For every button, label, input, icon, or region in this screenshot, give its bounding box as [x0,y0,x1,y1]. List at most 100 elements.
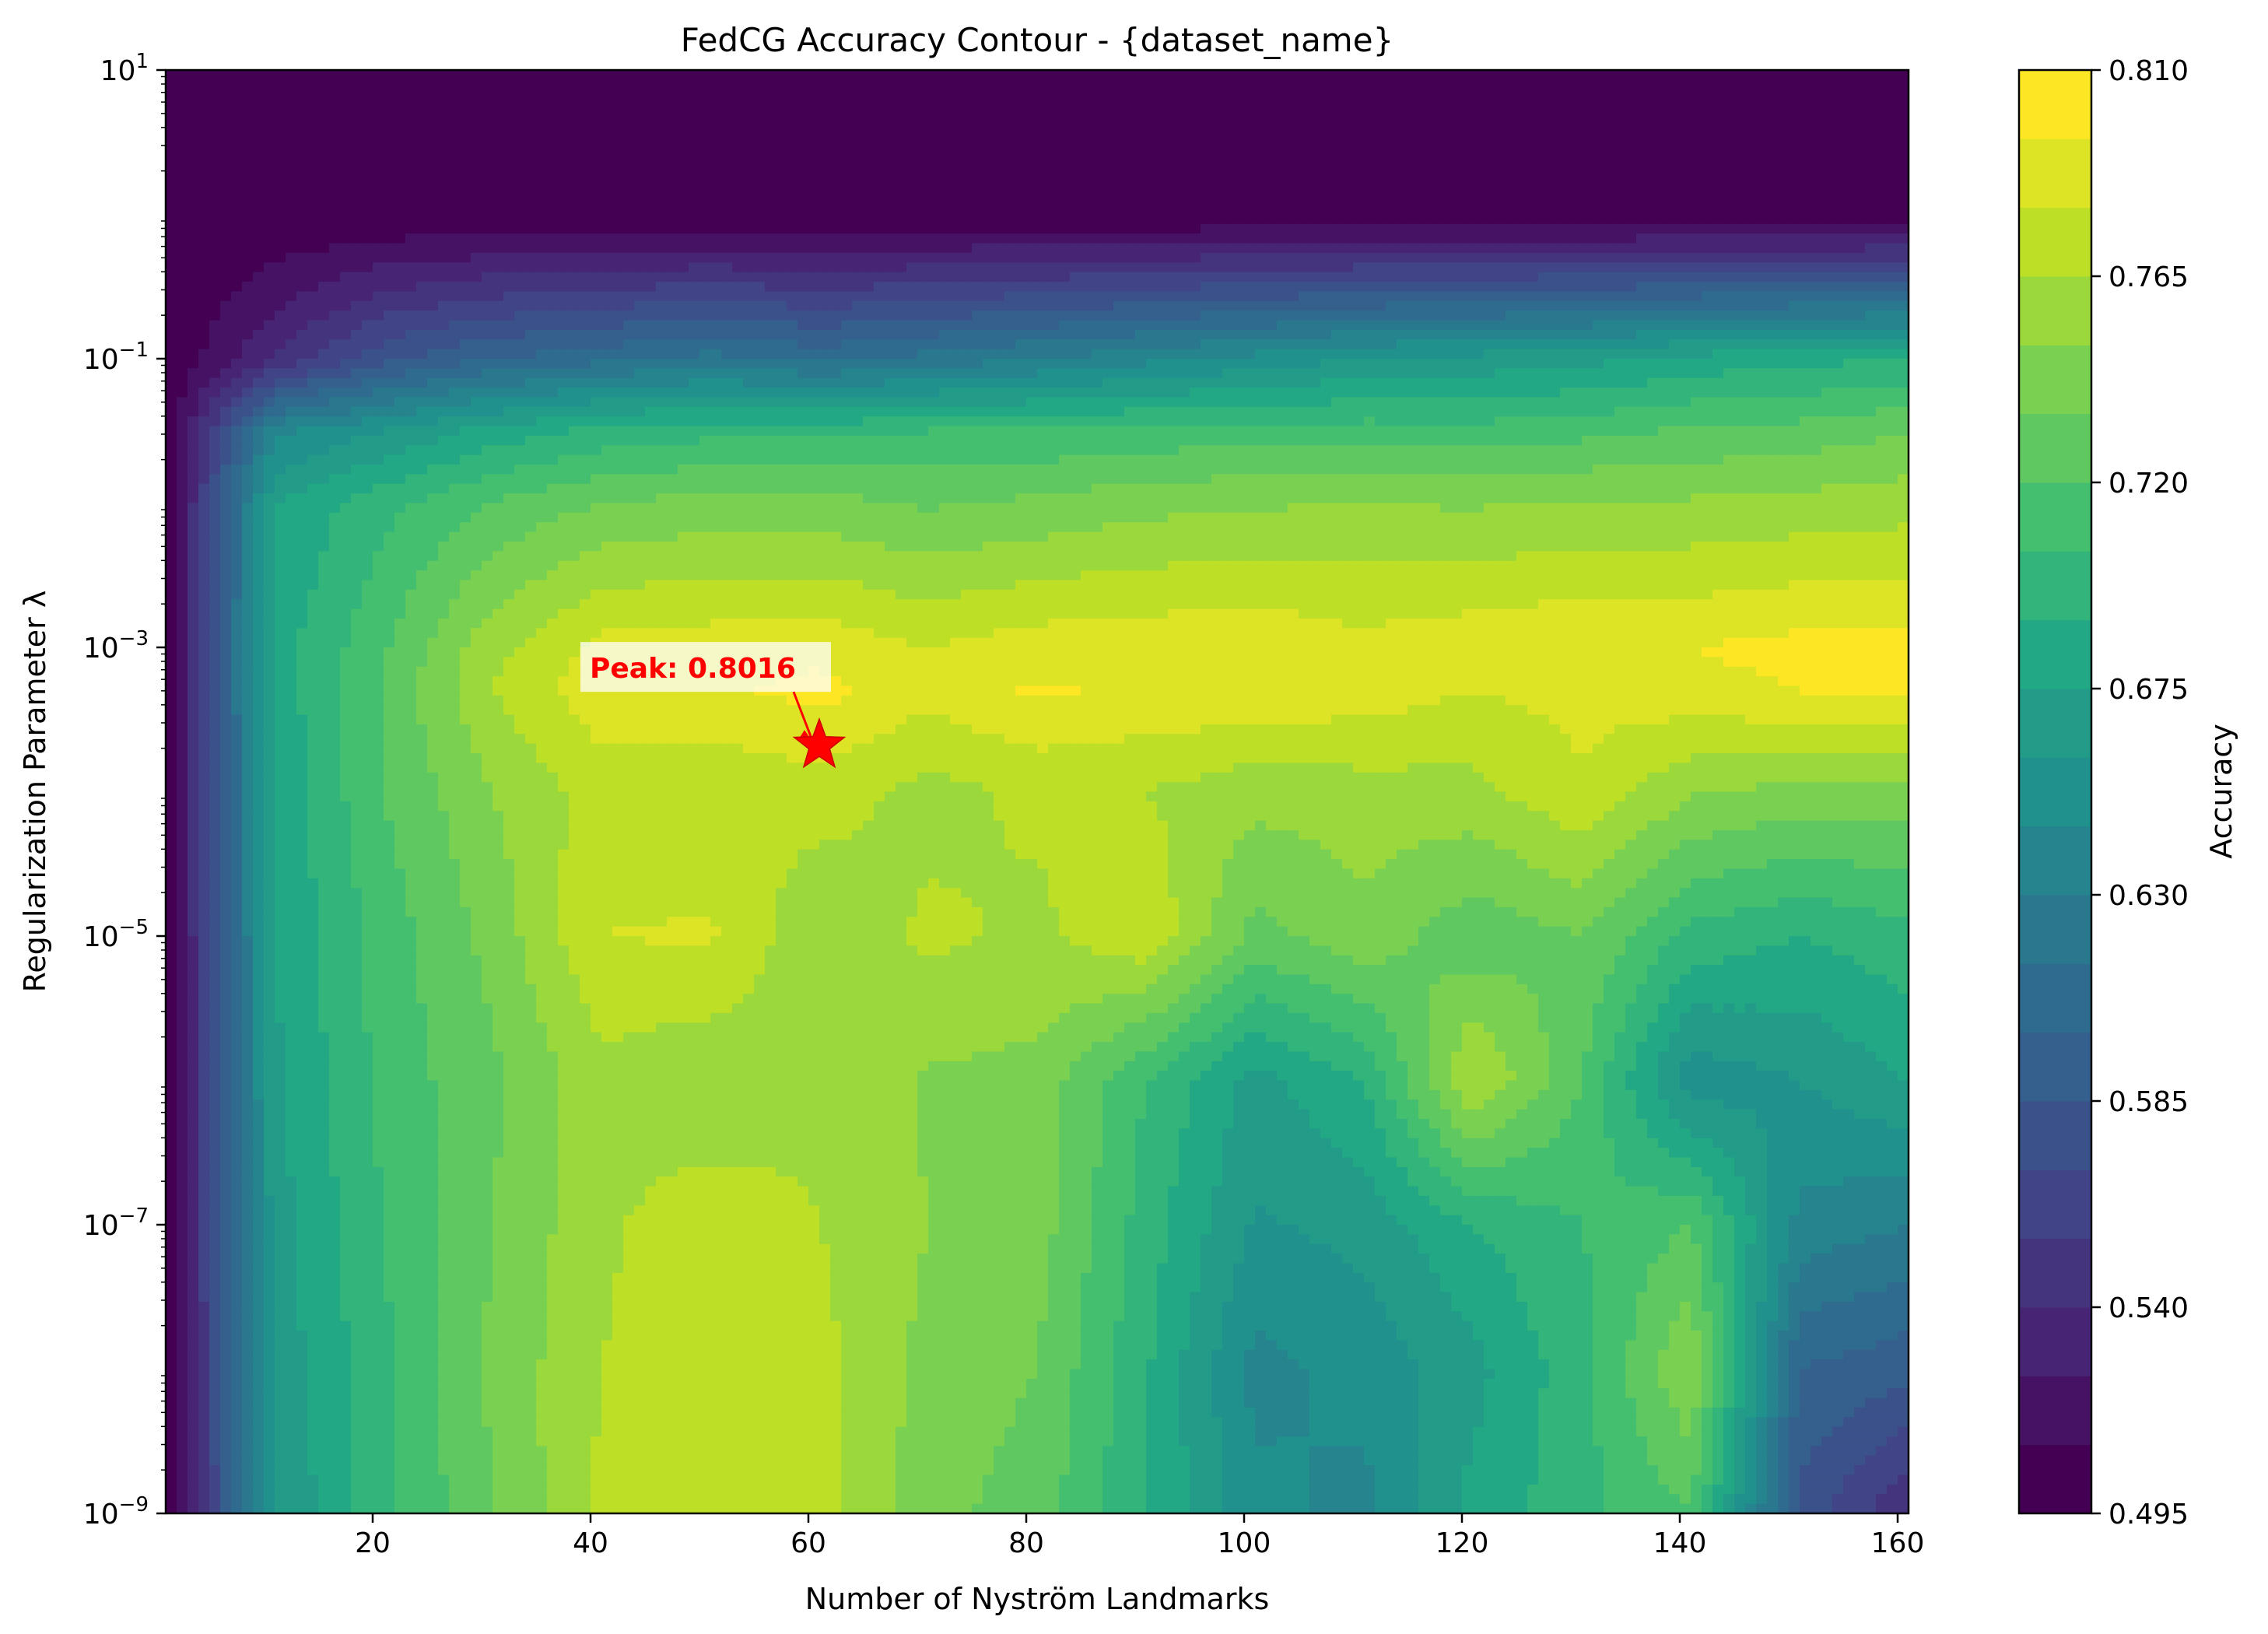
contour-cell [928,282,940,292]
contour-cell [1745,167,1757,177]
contour-cell [830,176,842,186]
contour-cell [569,108,580,118]
contour-cell [1102,321,1114,331]
contour-cell [645,128,657,138]
contour-cell [166,176,177,186]
contour-cell [1538,244,1550,254]
contour-cell [1353,272,1365,282]
contour-cell [1146,339,1158,349]
contour-cell [493,176,504,186]
contour-cell [264,339,275,349]
contour-cell [525,310,537,321]
contour-cell [1179,359,1190,369]
contour-cell [1429,205,1441,215]
contour-cell [1484,262,1495,272]
contour-cell [1527,224,1539,234]
contour-cell [1364,156,1376,167]
contour-cell [1190,99,1201,109]
contour-cell [634,330,646,340]
contour-cell [471,128,482,138]
contour-cell [874,330,885,340]
contour-cell [264,138,275,148]
contour-cell [188,233,199,244]
contour-cell [1233,89,1245,100]
contour-cell [1429,89,1441,100]
contour-cell [220,167,232,177]
contour-cell [198,89,210,100]
contour-cell [1582,89,1593,100]
contour-cell [1549,291,1561,301]
contour-cell [645,330,657,340]
contour-cell [787,215,798,225]
contour-cell [678,128,689,138]
contour-cell [819,339,831,349]
contour-cell [318,349,330,359]
contour-cell [231,359,243,369]
contour-cell [547,321,559,331]
contour-cell [1506,224,1517,234]
contour-cell [1015,359,1027,369]
contour-cell [1887,176,1898,186]
contour-cell [1211,262,1223,272]
contour-cell [1026,233,1038,244]
contour-cell [917,89,929,100]
contour-cell [1081,272,1092,282]
contour-cell [852,167,864,177]
contour-cell [852,291,864,301]
contour-cell [1636,321,1648,331]
contour-cell [547,167,559,177]
contour-cell [558,79,570,89]
contour-cell [1625,224,1637,234]
contour-cell [1712,128,1724,138]
contour-cell [307,215,319,225]
contour-cell [1386,147,1397,157]
contour-cell [896,253,907,263]
contour-cell [1876,253,1888,263]
contour-cell [1135,253,1147,263]
contour-cell [874,282,885,292]
contour-cell [1593,339,1604,349]
contour-cell [787,272,798,282]
contour-cell [1756,176,1768,186]
contour-cell [1604,301,1615,311]
contour-cell [362,321,373,331]
contour-cell [1440,156,1452,167]
contour-cell [743,156,755,167]
contour-cell [972,244,983,254]
contour-cell [1451,138,1463,148]
contour-cell [1026,282,1038,292]
contour-cell [732,167,744,177]
contour-cell [1386,70,1397,80]
contour-cell [754,244,766,254]
contour-cell [1625,70,1637,80]
contour-cell [1669,70,1681,80]
contour-cell [1277,253,1288,263]
contour-cell [503,282,515,292]
contour-cell [1451,167,1463,177]
contour-cell [1157,156,1169,167]
contour-cell [569,359,580,369]
contour-cell [743,147,755,157]
contour-cell [1462,128,1474,138]
contour-cell [416,321,428,331]
contour-cell [1712,176,1724,186]
contour-cell [1527,185,1539,195]
contour-cell [1473,108,1485,118]
contour-cell [972,167,983,177]
contour-cell [710,70,722,80]
contour-cell [928,359,940,369]
contour-cell [1364,167,1376,177]
contour-cell [1538,147,1550,157]
contour-cell [1418,108,1430,118]
contour-cell [1636,215,1648,225]
contour-cell [1451,339,1463,349]
contour-cell [275,262,286,272]
contour-cell [678,233,689,244]
contour-cell [1244,301,1256,311]
contour-cell [1789,349,1800,359]
contour-cell [307,118,319,128]
contour-cell [460,349,471,359]
contour-cell [1767,138,1779,148]
contour-cell [1756,108,1768,118]
contour-cell [569,156,580,167]
